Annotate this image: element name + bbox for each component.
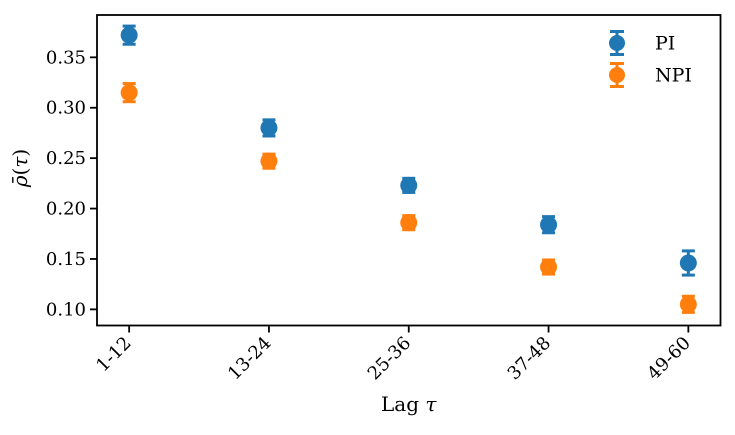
series-pi: [120, 24, 697, 277]
x-tick-label: 13-24: [224, 333, 276, 385]
axis-labels: Lag τ ρ̄(τ): [8, 149, 437, 416]
y-tick-label: 0.10: [46, 299, 86, 320]
series-npi: [120, 82, 697, 314]
y-tick-label: 0.15: [46, 249, 86, 270]
y-axis-label: ρ̄(τ): [8, 149, 32, 188]
legend-circle: [609, 67, 625, 83]
x-tick-label: 37-48: [504, 333, 556, 385]
data-points-layer: [120, 24, 697, 314]
legend-marker-pi: [609, 30, 625, 56]
legend: PI NPI: [609, 30, 692, 88]
data-point-pi-2: [400, 176, 418, 194]
data-point-pi-1: [260, 119, 278, 137]
data-point-npi-0: [120, 84, 138, 102]
data-point-pi-0: [120, 26, 138, 44]
y-tick-label: 0.20: [46, 199, 86, 220]
y-tick-label: 0.35: [46, 47, 86, 68]
x-tick-label: 49-60: [643, 333, 695, 385]
data-point-pi-4: [679, 254, 697, 272]
legend-label-pi: PI: [655, 33, 675, 55]
plot-spines: [96, 14, 722, 327]
y-tick-label: 0.25: [46, 148, 86, 169]
legend-markers: [609, 30, 625, 88]
x-tick-label: 1-12: [92, 333, 135, 376]
x-axis-label: Lag τ: [381, 392, 437, 416]
data-point-npi-3: [540, 258, 558, 276]
legend-label-npi: NPI: [655, 65, 692, 87]
legend-circle: [609, 35, 625, 51]
y-tick-label: 0.30: [46, 98, 86, 119]
data-point-pi-3: [540, 216, 558, 234]
data-point-npi-2: [400, 214, 418, 232]
data-point-npi-4: [679, 295, 697, 313]
data-point-npi-1: [260, 152, 278, 170]
legend-marker-npi: [609, 62, 625, 88]
x-tick-label: 25-36: [364, 333, 416, 385]
